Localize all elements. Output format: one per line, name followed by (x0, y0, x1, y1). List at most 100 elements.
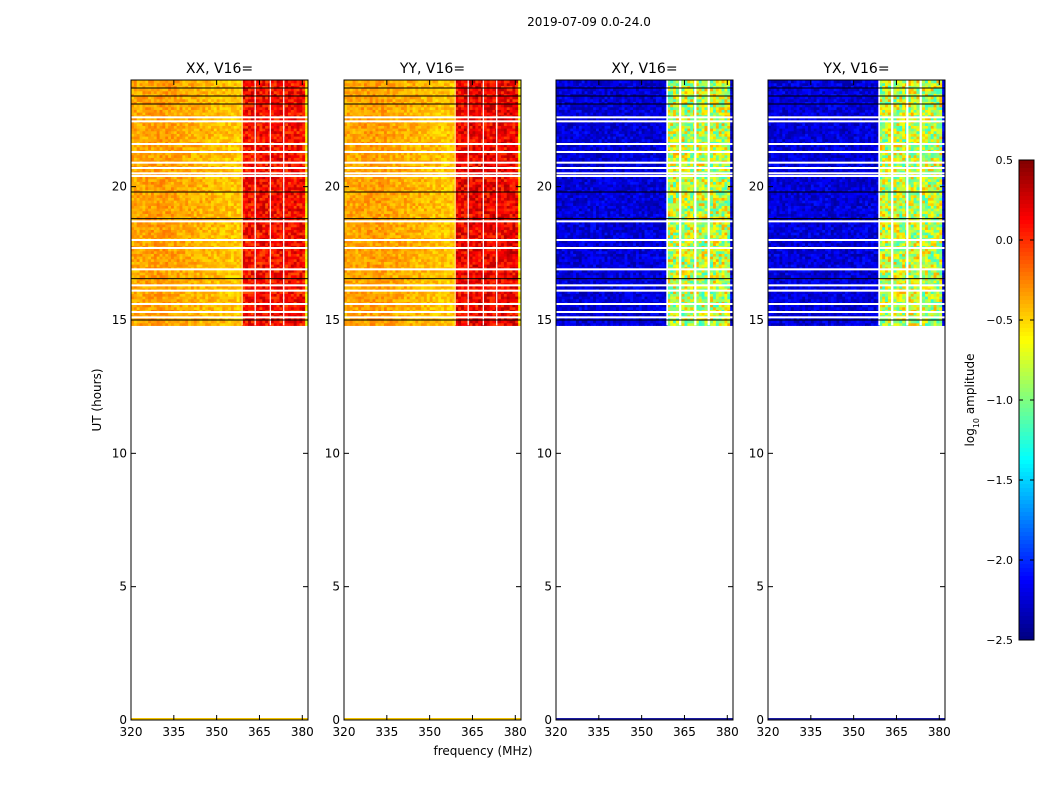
heatmap-cell (170, 242, 175, 246)
heatmap-cell (202, 133, 206, 137)
heatmap-cell (233, 264, 238, 268)
heatmap-cell (290, 256, 295, 260)
heatmap-cell (305, 186, 308, 190)
heatmap-cell (259, 253, 263, 257)
heatmap-cell (216, 301, 221, 305)
heatmap-cell (139, 221, 144, 225)
heatmap-cell (242, 152, 246, 156)
heatmap-cell (199, 285, 203, 289)
heatmap-cell (210, 322, 215, 326)
heatmap-cell (230, 256, 235, 260)
heatmap-cell (290, 130, 295, 134)
heatmap-cell (259, 200, 263, 204)
heatmap-cell (165, 317, 169, 321)
heatmap-cell (193, 109, 198, 113)
heatmap-cell (173, 258, 178, 262)
heatmap-cell (196, 240, 201, 244)
heatmap-cell (296, 288, 301, 292)
heatmap-cell (230, 285, 235, 289)
heatmap-cell (273, 184, 278, 188)
heatmap-cell (202, 157, 206, 161)
heatmap-cell (228, 290, 232, 294)
heatmap-cell (233, 229, 238, 233)
heatmap-cell (131, 192, 135, 196)
heatmap-cell (288, 322, 292, 326)
heatmap-cell (262, 306, 266, 310)
heatmap-cell (176, 152, 181, 156)
heatmap-cell (222, 122, 226, 126)
heatmap-cell (219, 242, 223, 246)
heatmap-cell (302, 312, 306, 316)
heatmap-cell (225, 170, 229, 174)
heatmap-cell (276, 258, 281, 262)
heatmap-cell (262, 240, 266, 244)
heatmap-cell (176, 264, 181, 268)
heatmap-cell (145, 240, 149, 244)
heatmap-cell (302, 184, 306, 188)
heatmap-cell (173, 290, 178, 294)
heatmap-cell (170, 194, 175, 198)
heatmap-cell (199, 317, 203, 321)
heatmap-cell (202, 264, 206, 268)
heatmap-cell (265, 272, 269, 276)
heatmap-cell (136, 218, 141, 222)
heatmap-cell (173, 229, 178, 233)
heatmap-cell (293, 112, 298, 116)
heatmap-cell (208, 266, 212, 270)
heatmap-cell (179, 269, 183, 273)
heatmap-cell (145, 261, 149, 265)
heatmap-cell (156, 133, 161, 137)
heatmap-cell (250, 178, 255, 182)
heatmap-cell (299, 208, 303, 212)
heatmap-cell (250, 216, 255, 220)
heatmap-cell (276, 290, 281, 294)
heatmap-cell (205, 200, 209, 204)
heatmap-cell (193, 202, 198, 206)
heatmap-cell (176, 173, 181, 177)
heatmap-cell (216, 136, 221, 140)
heatmap-cell (273, 130, 278, 134)
heatmap-cell (153, 197, 158, 201)
heatmap-cell (142, 168, 146, 172)
heatmap-cell (230, 240, 235, 244)
heatmap-cell (199, 112, 203, 116)
heatmap-cell (196, 173, 201, 177)
heatmap-cell (230, 269, 235, 273)
heatmap-cell (210, 186, 215, 190)
heatmap-cell (245, 189, 249, 193)
heatmap-cell (256, 240, 261, 244)
heatmap-cell (168, 261, 172, 265)
heatmap-cell (156, 304, 161, 308)
heatmap-cell (202, 176, 206, 180)
heatmap-cell (150, 109, 155, 113)
heatmap-cell (145, 296, 149, 300)
heatmap-cell (299, 136, 303, 140)
heatmap-cell (213, 173, 218, 177)
heatmap-cell (185, 178, 189, 182)
heatmap-cell (170, 144, 175, 148)
heatmap-cell (245, 261, 249, 265)
heatmap-cell (239, 269, 243, 273)
heatmap-cell (153, 221, 158, 225)
heatmap-cell (296, 149, 301, 153)
heatmap-cell (136, 165, 141, 169)
heatmap-cell (302, 256, 306, 260)
heatmap-cell (142, 314, 146, 318)
heatmap-cell (262, 133, 266, 137)
heatmap-cell (145, 125, 149, 129)
heatmap-cell (279, 181, 283, 185)
heatmap-cell (153, 192, 158, 196)
heatmap-cell (182, 296, 186, 300)
heatmap-cell (142, 208, 146, 212)
heatmap-cell (139, 288, 144, 292)
heatmap-cell (228, 245, 232, 249)
heatmap-cell (245, 290, 249, 294)
heatmap-cell (256, 221, 261, 225)
heatmap-cell (256, 160, 261, 164)
heatmap-cell (208, 221, 212, 225)
heatmap-cell (279, 224, 283, 228)
heatmap-cell (145, 114, 149, 118)
heatmap-cell (173, 112, 178, 116)
heatmap-cell (256, 248, 261, 252)
heatmap-cell (139, 317, 144, 321)
